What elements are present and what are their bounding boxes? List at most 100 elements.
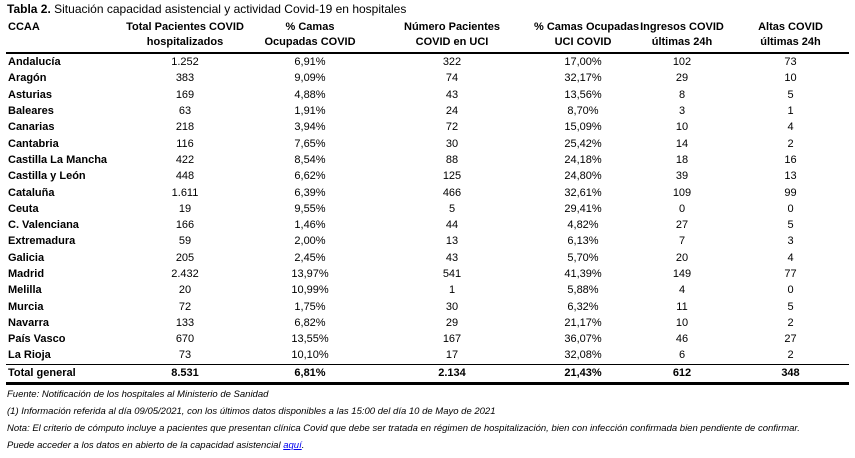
column-header-line: Ingresos COVID	[640, 21, 724, 33]
column-header: % Camas Ocupadas UCI COVID	[534, 19, 639, 54]
value-cell: 6,32%	[567, 300, 599, 313]
value-cell: 8,70%	[567, 105, 599, 118]
value-cell: 10,99%	[291, 284, 329, 297]
value-cell: 73	[784, 56, 797, 69]
column-header-line: hospitalizados	[146, 36, 224, 48]
region-cell: Ceuta	[8, 202, 39, 215]
value-cell: 3	[787, 235, 794, 248]
footnotes: Fuente: Notificación de los hospitales a…	[7, 386, 800, 454]
value-cell: 205	[175, 251, 195, 264]
value-cell: 5	[787, 219, 794, 232]
region-cell: Cantabria	[8, 137, 59, 150]
column-header-line: Total Pacientes COVID	[126, 21, 244, 33]
header-row: CCAA Total Pacientes COVID hospitalizados…	[6, 19, 849, 54]
value-cell: 8.531	[120, 363, 250, 385]
value-cell: 448	[175, 170, 195, 183]
column-header-line: UCI COVID	[554, 36, 612, 48]
value-cell: 4	[678, 284, 686, 297]
value-cell: 9,55%	[294, 202, 326, 215]
open-data-link[interactable]: aquí	[283, 440, 302, 451]
value-cell: 77	[784, 268, 797, 280]
total-row: Total general 8.531 6,81% 2.134 21,43% 612 348	[6, 363, 849, 385]
value-cell: 16	[784, 153, 797, 166]
hospital-capacity-table: CCAA Total Pacientes COVID hospitalizados…	[6, 19, 849, 385]
value-cell: 32,17%	[564, 72, 602, 85]
region-cell: Extremadura	[8, 235, 76, 248]
table-row: Galicia 205 2,45% 43 5,70% 20 4	[6, 250, 849, 266]
value-cell: 2	[787, 137, 794, 150]
region-cell: Aragón	[8, 72, 47, 85]
table-row: Castilla y León 448 6,62% 125 24,80% 39 13	[6, 168, 849, 184]
column-header: Número Pacientes COVID en UCI	[370, 19, 534, 54]
value-cell: 59	[178, 235, 192, 248]
column-header-line: CCAA	[8, 21, 40, 33]
value-cell: 0	[787, 202, 794, 215]
value-cell: 19	[178, 202, 192, 215]
table-row: Asturias 169 4,88% 43 13,56% 8 5	[6, 87, 849, 103]
value-cell: 2.134	[370, 363, 534, 385]
table-row: C. Valenciana 166 1,46% 44 4,82% 27 5	[6, 217, 849, 233]
region-cell: Canarias	[8, 121, 55, 134]
region-cell: Andalucía	[8, 56, 61, 69]
region-cell: Baleares	[8, 105, 54, 118]
value-cell: 63	[178, 105, 192, 118]
value-cell: 2	[787, 316, 794, 329]
value-cell: 13	[445, 235, 459, 248]
value-cell: 10	[675, 316, 689, 329]
table-row: Aragón 383 9,09% 74 32,17% 29 10	[6, 70, 849, 86]
criteria-note: Nota: El criterio de cómputo incluye a p…	[7, 423, 800, 434]
value-cell: 6,39%	[294, 186, 326, 199]
value-cell: 167	[442, 333, 462, 346]
value-cell: 18	[675, 153, 689, 166]
value-cell: 4	[787, 121, 794, 134]
value-cell: 17,00%	[564, 56, 602, 69]
value-cell: 74	[445, 72, 459, 85]
column-header: % Camas Ocupadas COVID	[250, 19, 370, 54]
value-cell: 3,94%	[294, 121, 326, 134]
value-cell: 4,88%	[294, 88, 326, 101]
value-cell: 116	[176, 137, 194, 150]
value-cell: 2.432	[171, 268, 199, 280]
value-cell: 41,39%	[564, 268, 602, 280]
table-number: Tabla 2.	[7, 2, 51, 16]
value-cell: 109	[672, 186, 692, 199]
value-cell: 72	[445, 121, 459, 134]
table-row: Cantabria 116 7,65% 30 25,42% 14 2	[6, 135, 849, 151]
value-cell: 7	[678, 235, 686, 248]
value-cell: 24,18%	[564, 153, 602, 166]
value-cell: 0	[787, 284, 794, 297]
value-cell: 5,70%	[567, 251, 599, 264]
value-cell: 1,75%	[294, 300, 326, 313]
value-cell: 0	[678, 202, 686, 215]
value-cell: 7,65%	[294, 137, 326, 150]
table-row: Andalucía 1.252 6,91% 322 17,00% 102 73	[6, 53, 849, 70]
value-cell: 73	[178, 349, 192, 362]
region-cell: Castilla y León	[8, 170, 86, 183]
table-row: Ceuta 19 9,55% 5 29,41% 0 0	[6, 201, 849, 217]
value-cell: 99	[784, 186, 797, 199]
value-cell: 24,80%	[564, 170, 602, 183]
region-cell: Castilla La Mancha	[8, 153, 108, 166]
value-cell: 125	[442, 170, 462, 183]
column-header-line: % Camas	[285, 21, 335, 33]
table-title: Tabla 2. Situación capacidad asistencial…	[7, 2, 406, 16]
value-cell: 5	[448, 202, 456, 215]
value-cell: 10,10%	[291, 349, 329, 362]
value-cell: 13,56%	[564, 88, 602, 101]
value-cell: 36,07%	[564, 333, 602, 346]
value-cell: 20	[178, 284, 192, 297]
region-cell: Navarra	[8, 316, 49, 329]
region-cell: Melilla	[8, 284, 42, 297]
value-cell: 1.611	[171, 186, 199, 199]
value-cell: 6,82%	[294, 316, 326, 329]
value-cell: 3	[678, 105, 686, 118]
value-cell: 11	[676, 300, 688, 313]
access-text: Puede acceder a los datos en abierto de …	[7, 440, 284, 451]
value-cell: 612	[632, 363, 732, 385]
region-cell: Asturias	[8, 88, 53, 101]
column-header-line: últimas 24h	[651, 36, 713, 48]
value-cell: 30	[445, 300, 459, 313]
table-row: Melilla 20 10,99% 1 5,88% 4 0	[6, 282, 849, 298]
table-row: Castilla La Mancha 422 8,54% 88 24,18% 18 16	[6, 152, 849, 168]
region-cell: Cataluña	[8, 186, 55, 199]
